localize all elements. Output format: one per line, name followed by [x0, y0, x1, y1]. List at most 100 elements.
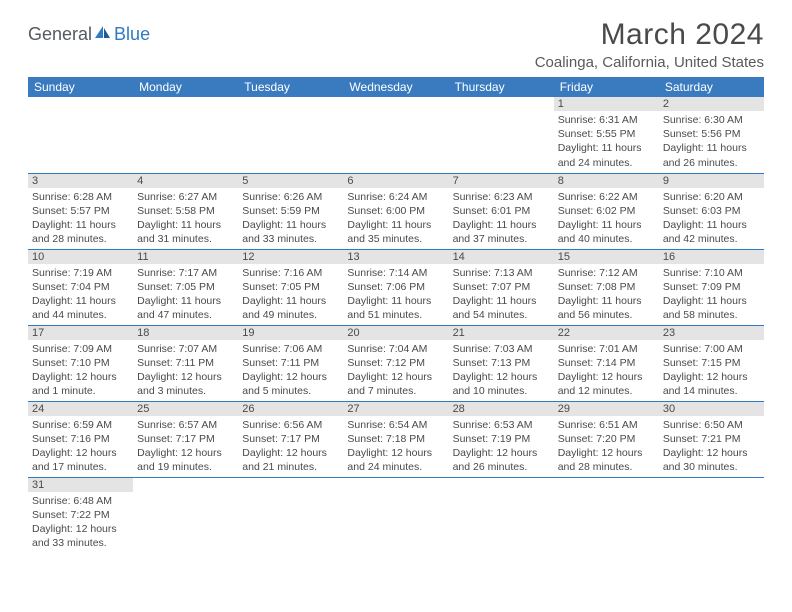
calendar-week-row: 24Sunrise: 6:59 AMSunset: 7:16 PMDayligh…: [28, 401, 764, 477]
sunset-text: Sunset: 5:57 PM: [32, 204, 129, 218]
daylight-line1: Daylight: 11 hours: [32, 294, 129, 308]
daylight-line1: Daylight: 11 hours: [242, 294, 339, 308]
calendar-day-cell: 22Sunrise: 7:01 AMSunset: 7:14 PMDayligh…: [554, 325, 659, 401]
day-details: Sunrise: 7:06 AMSunset: 7:11 PMDaylight:…: [238, 340, 343, 401]
sunset-text: Sunset: 7:12 PM: [347, 356, 444, 370]
day-details: Sunrise: 6:51 AMSunset: 7:20 PMDaylight:…: [554, 416, 659, 477]
day-number: 17: [28, 326, 133, 340]
calendar-day-cell: 21Sunrise: 7:03 AMSunset: 7:13 PMDayligh…: [449, 325, 554, 401]
daylight-line1: Daylight: 11 hours: [663, 294, 760, 308]
sunset-text: Sunset: 7:21 PM: [663, 432, 760, 446]
day-details: Sunrise: 6:56 AMSunset: 7:17 PMDaylight:…: [238, 416, 343, 477]
sunrise-text: Sunrise: 6:31 AM: [558, 113, 655, 127]
weekday-header: Saturday: [659, 77, 764, 97]
sunrise-text: Sunrise: 7:10 AM: [663, 266, 760, 280]
calendar-empty-cell: [554, 477, 659, 553]
daylight-line1: Daylight: 12 hours: [663, 370, 760, 384]
daylight-line1: Daylight: 11 hours: [137, 294, 234, 308]
day-details: Sunrise: 6:26 AMSunset: 5:59 PMDaylight:…: [238, 188, 343, 249]
location: Coalinga, California, United States: [535, 54, 764, 71]
calendar-day-cell: 26Sunrise: 6:56 AMSunset: 7:17 PMDayligh…: [238, 401, 343, 477]
sunset-text: Sunset: 7:11 PM: [137, 356, 234, 370]
day-number: 12: [238, 250, 343, 264]
daylight-line1: Daylight: 11 hours: [347, 294, 444, 308]
month-title: March 2024: [535, 18, 764, 52]
daylight-line1: Daylight: 12 hours: [137, 370, 234, 384]
calendar-day-cell: 2Sunrise: 6:30 AMSunset: 5:56 PMDaylight…: [659, 97, 764, 173]
day-number: 10: [28, 250, 133, 264]
calendar-day-cell: 14Sunrise: 7:13 AMSunset: 7:07 PMDayligh…: [449, 249, 554, 325]
daylight-line2: and 58 minutes.: [663, 308, 760, 322]
day-number: 30: [659, 402, 764, 416]
sunset-text: Sunset: 7:06 PM: [347, 280, 444, 294]
daylight-line1: Daylight: 12 hours: [137, 446, 234, 460]
day-number: 7: [449, 174, 554, 188]
day-number: 25: [133, 402, 238, 416]
sunset-text: Sunset: 7:09 PM: [663, 280, 760, 294]
sunset-text: Sunset: 7:14 PM: [558, 356, 655, 370]
sunset-text: Sunset: 7:08 PM: [558, 280, 655, 294]
daylight-line2: and 54 minutes.: [453, 308, 550, 322]
daylight-line2: and 21 minutes.: [242, 460, 339, 474]
sunrise-text: Sunrise: 6:59 AM: [32, 418, 129, 432]
calendar-day-cell: 15Sunrise: 7:12 AMSunset: 7:08 PMDayligh…: [554, 249, 659, 325]
sunrise-text: Sunrise: 6:53 AM: [453, 418, 550, 432]
calendar-header-row: SundayMondayTuesdayWednesdayThursdayFrid…: [28, 77, 764, 97]
day-details: Sunrise: 7:19 AMSunset: 7:04 PMDaylight:…: [28, 264, 133, 325]
daylight-line1: Daylight: 12 hours: [453, 446, 550, 460]
calendar-week-row: 17Sunrise: 7:09 AMSunset: 7:10 PMDayligh…: [28, 325, 764, 401]
sunrise-text: Sunrise: 6:54 AM: [347, 418, 444, 432]
daylight-line1: Daylight: 12 hours: [32, 522, 129, 536]
daylight-line1: Daylight: 11 hours: [347, 218, 444, 232]
calendar-week-row: 1Sunrise: 6:31 AMSunset: 5:55 PMDaylight…: [28, 97, 764, 173]
sunrise-text: Sunrise: 7:00 AM: [663, 342, 760, 356]
day-details: Sunrise: 7:03 AMSunset: 7:13 PMDaylight:…: [449, 340, 554, 401]
day-details: Sunrise: 6:22 AMSunset: 6:02 PMDaylight:…: [554, 188, 659, 249]
daylight-line2: and 42 minutes.: [663, 232, 760, 246]
sunrise-text: Sunrise: 6:22 AM: [558, 190, 655, 204]
calendar-day-cell: 5Sunrise: 6:26 AMSunset: 5:59 PMDaylight…: [238, 173, 343, 249]
calendar-day-cell: 6Sunrise: 6:24 AMSunset: 6:00 PMDaylight…: [343, 173, 448, 249]
day-number: 22: [554, 326, 659, 340]
calendar-empty-cell: [133, 477, 238, 553]
daylight-line2: and 47 minutes.: [137, 308, 234, 322]
calendar-day-cell: 1Sunrise: 6:31 AMSunset: 5:55 PMDaylight…: [554, 97, 659, 173]
daylight-line1: Daylight: 11 hours: [558, 294, 655, 308]
sunset-text: Sunset: 5:56 PM: [663, 127, 760, 141]
calendar-day-cell: 11Sunrise: 7:17 AMSunset: 7:05 PMDayligh…: [133, 249, 238, 325]
page: General Blue March 2024 Coalinga, Califo…: [0, 0, 792, 553]
day-details: Sunrise: 6:27 AMSunset: 5:58 PMDaylight:…: [133, 188, 238, 249]
sunrise-text: Sunrise: 7:03 AM: [453, 342, 550, 356]
sunset-text: Sunset: 7:17 PM: [242, 432, 339, 446]
day-number: 4: [133, 174, 238, 188]
calendar-day-cell: 13Sunrise: 7:14 AMSunset: 7:06 PMDayligh…: [343, 249, 448, 325]
daylight-line2: and 12 minutes.: [558, 384, 655, 398]
calendar-empty-cell: [343, 477, 448, 553]
day-details: Sunrise: 6:23 AMSunset: 6:01 PMDaylight:…: [449, 188, 554, 249]
sunset-text: Sunset: 5:59 PM: [242, 204, 339, 218]
calendar-empty-cell: [133, 97, 238, 173]
sunset-text: Sunset: 6:02 PM: [558, 204, 655, 218]
sunrise-text: Sunrise: 7:16 AM: [242, 266, 339, 280]
daylight-line1: Daylight: 12 hours: [347, 370, 444, 384]
calendar-body: 1Sunrise: 6:31 AMSunset: 5:55 PMDaylight…: [28, 97, 764, 553]
day-number: 28: [449, 402, 554, 416]
calendar-day-cell: 4Sunrise: 6:27 AMSunset: 5:58 PMDaylight…: [133, 173, 238, 249]
sunrise-text: Sunrise: 6:23 AM: [453, 190, 550, 204]
daylight-line1: Daylight: 12 hours: [32, 370, 129, 384]
calendar-empty-cell: [238, 97, 343, 173]
calendar-week-row: 31Sunrise: 6:48 AMSunset: 7:22 PMDayligh…: [28, 477, 764, 553]
day-details: Sunrise: 7:07 AMSunset: 7:11 PMDaylight:…: [133, 340, 238, 401]
sunrise-text: Sunrise: 7:07 AM: [137, 342, 234, 356]
daylight-line2: and 31 minutes.: [137, 232, 234, 246]
daylight-line1: Daylight: 11 hours: [663, 218, 760, 232]
day-details: Sunrise: 6:57 AMSunset: 7:17 PMDaylight:…: [133, 416, 238, 477]
daylight-line1: Daylight: 11 hours: [663, 141, 760, 155]
daylight-line1: Daylight: 12 hours: [453, 370, 550, 384]
sunset-text: Sunset: 7:18 PM: [347, 432, 444, 446]
logo-sail-icon: [94, 24, 112, 45]
calendar-day-cell: 31Sunrise: 6:48 AMSunset: 7:22 PMDayligh…: [28, 477, 133, 553]
calendar-day-cell: 24Sunrise: 6:59 AMSunset: 7:16 PMDayligh…: [28, 401, 133, 477]
sunrise-text: Sunrise: 6:20 AM: [663, 190, 760, 204]
calendar-empty-cell: [238, 477, 343, 553]
